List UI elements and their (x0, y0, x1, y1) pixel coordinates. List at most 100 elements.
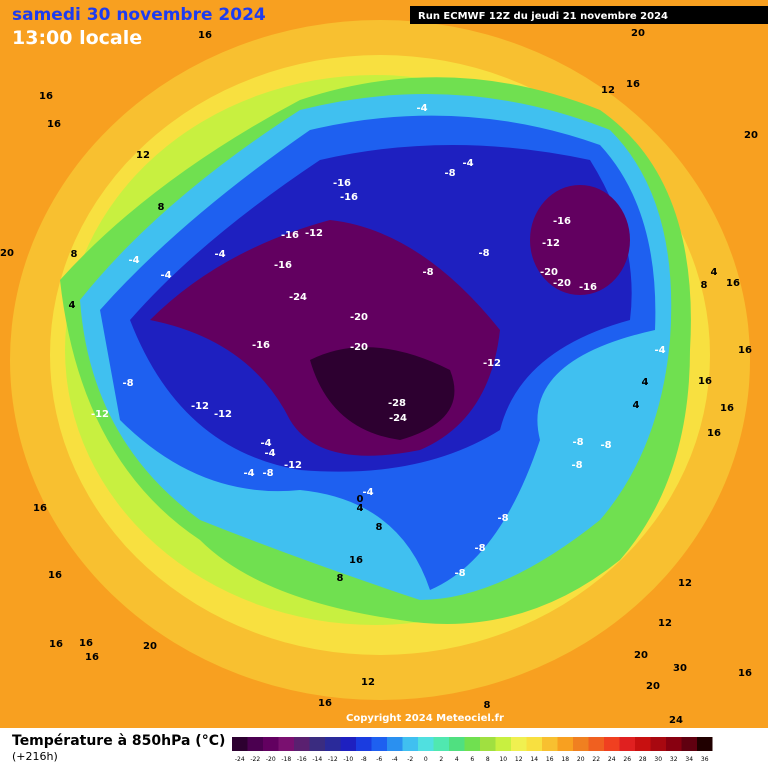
legend-swatch (263, 737, 279, 751)
contour-label: 4 (711, 267, 718, 278)
legend-tick-label: 18 (561, 756, 569, 763)
contour-label: 0 (357, 494, 364, 505)
legend-tick-label: -18 (281, 756, 291, 763)
legend-tick-label: 4 (455, 756, 459, 763)
contour-label: -24 (389, 413, 407, 424)
contour-label: -4 (160, 270, 171, 281)
legend-tick-label: 8 (486, 756, 490, 763)
contour-label: 16 (318, 698, 332, 709)
contour-label: -8 (571, 460, 582, 471)
contour-label: 8 (71, 249, 78, 260)
legend-swatch (681, 737, 697, 751)
contour-label: 8 (701, 280, 708, 291)
legend-tick-label: 12 (515, 756, 523, 763)
contour-label: 20 (646, 681, 660, 692)
legend-tick-label: -24 (235, 756, 245, 763)
legend-tick-label: 6 (470, 756, 474, 763)
contour-label: -12 (305, 228, 323, 239)
legend-tick-label: -8 (361, 756, 367, 763)
legend-swatch (635, 737, 651, 751)
contour-label: 12 (678, 578, 692, 589)
contour-label: -24 (289, 292, 307, 303)
contour-label: -16 (579, 282, 597, 293)
contour-label: -12 (483, 358, 501, 369)
legend-tick-label: 28 (639, 756, 647, 763)
legend-tick-label: -4 (392, 756, 398, 763)
contour-label: -12 (542, 238, 560, 249)
contour-label: -12 (191, 401, 209, 412)
contour-label: 4 (642, 377, 649, 388)
legend-swatch (418, 737, 434, 751)
contour-label: 16 (85, 652, 99, 663)
legend-swatch (449, 737, 465, 751)
contour-label: -8 (474, 543, 485, 554)
contour-label: -8 (478, 248, 489, 259)
contour-label: 16 (48, 570, 62, 581)
legend-swatch (697, 737, 713, 751)
contour-label: 12 (136, 150, 150, 161)
contour-label: -8 (497, 513, 508, 524)
contour-label: 4 (69, 300, 76, 311)
contour-label: -8 (572, 437, 583, 448)
legend-swatch (402, 737, 418, 751)
legend-tick-label: 36 (701, 756, 709, 763)
contour-label: -4 (260, 438, 271, 449)
legend-tick-label: 0 (424, 756, 428, 763)
legend-tick-label: -16 (297, 756, 307, 763)
legend-swatch (588, 737, 604, 751)
contour-label: 12 (658, 618, 672, 629)
contour-label: 16 (33, 503, 47, 514)
legend-tick-label: -2 (407, 756, 413, 763)
contour-label: -4 (362, 487, 373, 498)
contour-label: 16 (698, 376, 712, 387)
legend-tick-label: 20 (577, 756, 585, 763)
contour-label: 16 (738, 345, 752, 356)
legend-swatch (526, 737, 542, 751)
contour-label: 16 (738, 668, 752, 679)
legend-swatch (325, 737, 341, 751)
legend-swatch (278, 737, 294, 751)
map-title: samedi 30 novembre 2024 (12, 5, 266, 25)
contour-label: 24 (669, 715, 683, 726)
contour-label: -16 (252, 340, 270, 351)
run-info: Run ECMWF 12Z du jeudi 21 novembre 2024 (418, 11, 668, 22)
legend-tick-label: 22 (592, 756, 600, 763)
legend-swatch (464, 737, 480, 751)
contour-label: 12 (601, 85, 615, 96)
contour-label: 30 (673, 663, 687, 674)
legend-tick-label: 26 (623, 756, 631, 763)
contour-label: 8 (376, 522, 383, 533)
legend-swatch (604, 737, 620, 751)
contour-label: 20 (744, 130, 758, 141)
legend-tick-label: 2 (439, 756, 443, 763)
contour-label: 16 (39, 91, 53, 102)
contour-label: 20 (0, 248, 14, 259)
legend-swatch (511, 737, 527, 751)
legend-swatch (294, 737, 310, 751)
legend-swatch (480, 737, 496, 751)
contour-label: -4 (416, 103, 427, 114)
contour-label: 4 (633, 400, 640, 411)
legend-swatch (557, 737, 573, 751)
contour-label: 20 (143, 641, 157, 652)
contour-label: -4 (654, 345, 665, 356)
legend-swatch (371, 737, 387, 751)
contour-label: -16 (553, 216, 571, 227)
contour-label: -12 (284, 460, 302, 471)
contour-label: -20 (350, 342, 368, 353)
legend-tick-label: -14 (312, 756, 322, 763)
legend-swatch (433, 737, 449, 751)
contour-label: 8 (158, 202, 165, 213)
contour-label: -8 (444, 168, 455, 179)
legend-tick-label: -22 (250, 756, 260, 763)
legend-swatch (387, 737, 403, 751)
contour-label: -4 (462, 158, 473, 169)
legend-tick-label: 16 (546, 756, 554, 763)
contour-label: -4 (214, 249, 225, 260)
contour-label: -4 (264, 448, 275, 459)
legend-tick-label: -20 (266, 756, 276, 763)
contour-label: -16 (333, 178, 351, 189)
legend-tick-label: 34 (685, 756, 693, 763)
legend-tick-label: -12 (328, 756, 338, 763)
